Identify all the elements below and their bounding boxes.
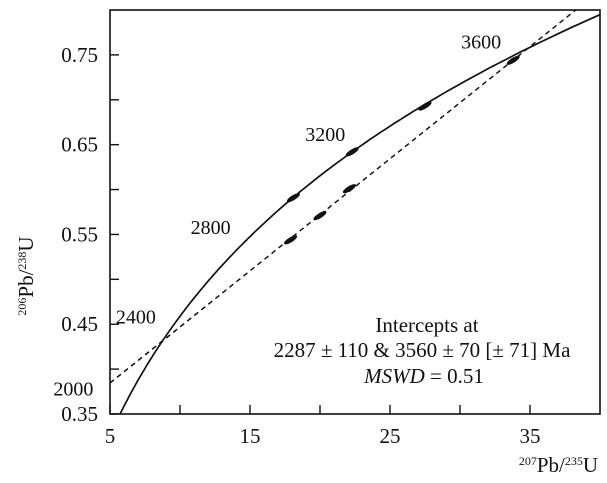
concordia-age-label: 2800 <box>191 217 231 239</box>
x-label-sup2: 235 <box>565 454 583 468</box>
axis-tick-labels: 5 15 25 35 0.35 0.45 0.55 0.65 0.75 <box>61 43 540 448</box>
y-label-base1: Pb/ <box>14 269 38 297</box>
y-tick-label: 0.45 <box>61 312 98 336</box>
analysis-ellipse <box>506 55 520 65</box>
y-tick-label: 0.35 <box>61 402 98 426</box>
y-label-base2: U <box>14 236 38 251</box>
y-tick-label: 0.75 <box>61 43 98 67</box>
annotation-line-2: 2287 ± 110 & 3560 ± 70 [± 71] Ma <box>274 338 572 362</box>
y-axis-label: 206Pb/238U <box>14 236 38 315</box>
annotation-line-1: Intercepts at <box>375 313 478 337</box>
y-tick-label: 0.55 <box>61 222 98 246</box>
concordia-path <box>119 13 600 414</box>
analysis-ellipse <box>345 147 359 157</box>
x-tick-label: 5 <box>105 424 116 448</box>
discordia-line <box>110 10 577 384</box>
x-label-base2: U <box>583 453 598 477</box>
analysis-ellipse <box>286 193 300 203</box>
plot-frame <box>109 9 601 415</box>
concordia-age-label: 3600 <box>461 32 501 54</box>
x-tick-label: 35 <box>520 424 541 448</box>
x-label-sup1: 207 <box>519 454 537 468</box>
concordia-age-label: 3200 <box>305 124 345 146</box>
concordia-age-label: 2000 <box>53 379 93 401</box>
concordia-age-label: 2400 <box>116 306 156 328</box>
y-label-sup2: 238 <box>15 252 29 270</box>
x-tick-label: 15 <box>240 424 261 448</box>
axis-ticks <box>109 54 531 415</box>
analysis-ellipse <box>418 101 432 111</box>
annotation-line-3: MSWD = 0.51 <box>363 364 484 388</box>
y-tick-label: 0.65 <box>61 133 98 157</box>
x-label-base1: Pb/ <box>537 453 565 477</box>
annotation-mswd-value: = 0.51 <box>425 364 484 388</box>
concordia-age-labels: 2000 2400 2800 3200 3600 <box>53 32 501 401</box>
analysis-ellipse <box>313 211 327 221</box>
x-axis-label: 207Pb/235U <box>519 453 598 477</box>
annotation-mswd-label: MSWD <box>363 364 425 388</box>
y-label-sup1: 206 <box>15 298 29 316</box>
discordia-path <box>110 10 577 384</box>
concordia-curve <box>119 13 600 414</box>
x-tick-label: 25 <box>380 424 401 448</box>
analysis-ellipse <box>342 184 356 194</box>
analysis-ellipse <box>284 235 298 245</box>
plot-border <box>109 9 601 415</box>
analysis-ellipses <box>284 55 520 245</box>
